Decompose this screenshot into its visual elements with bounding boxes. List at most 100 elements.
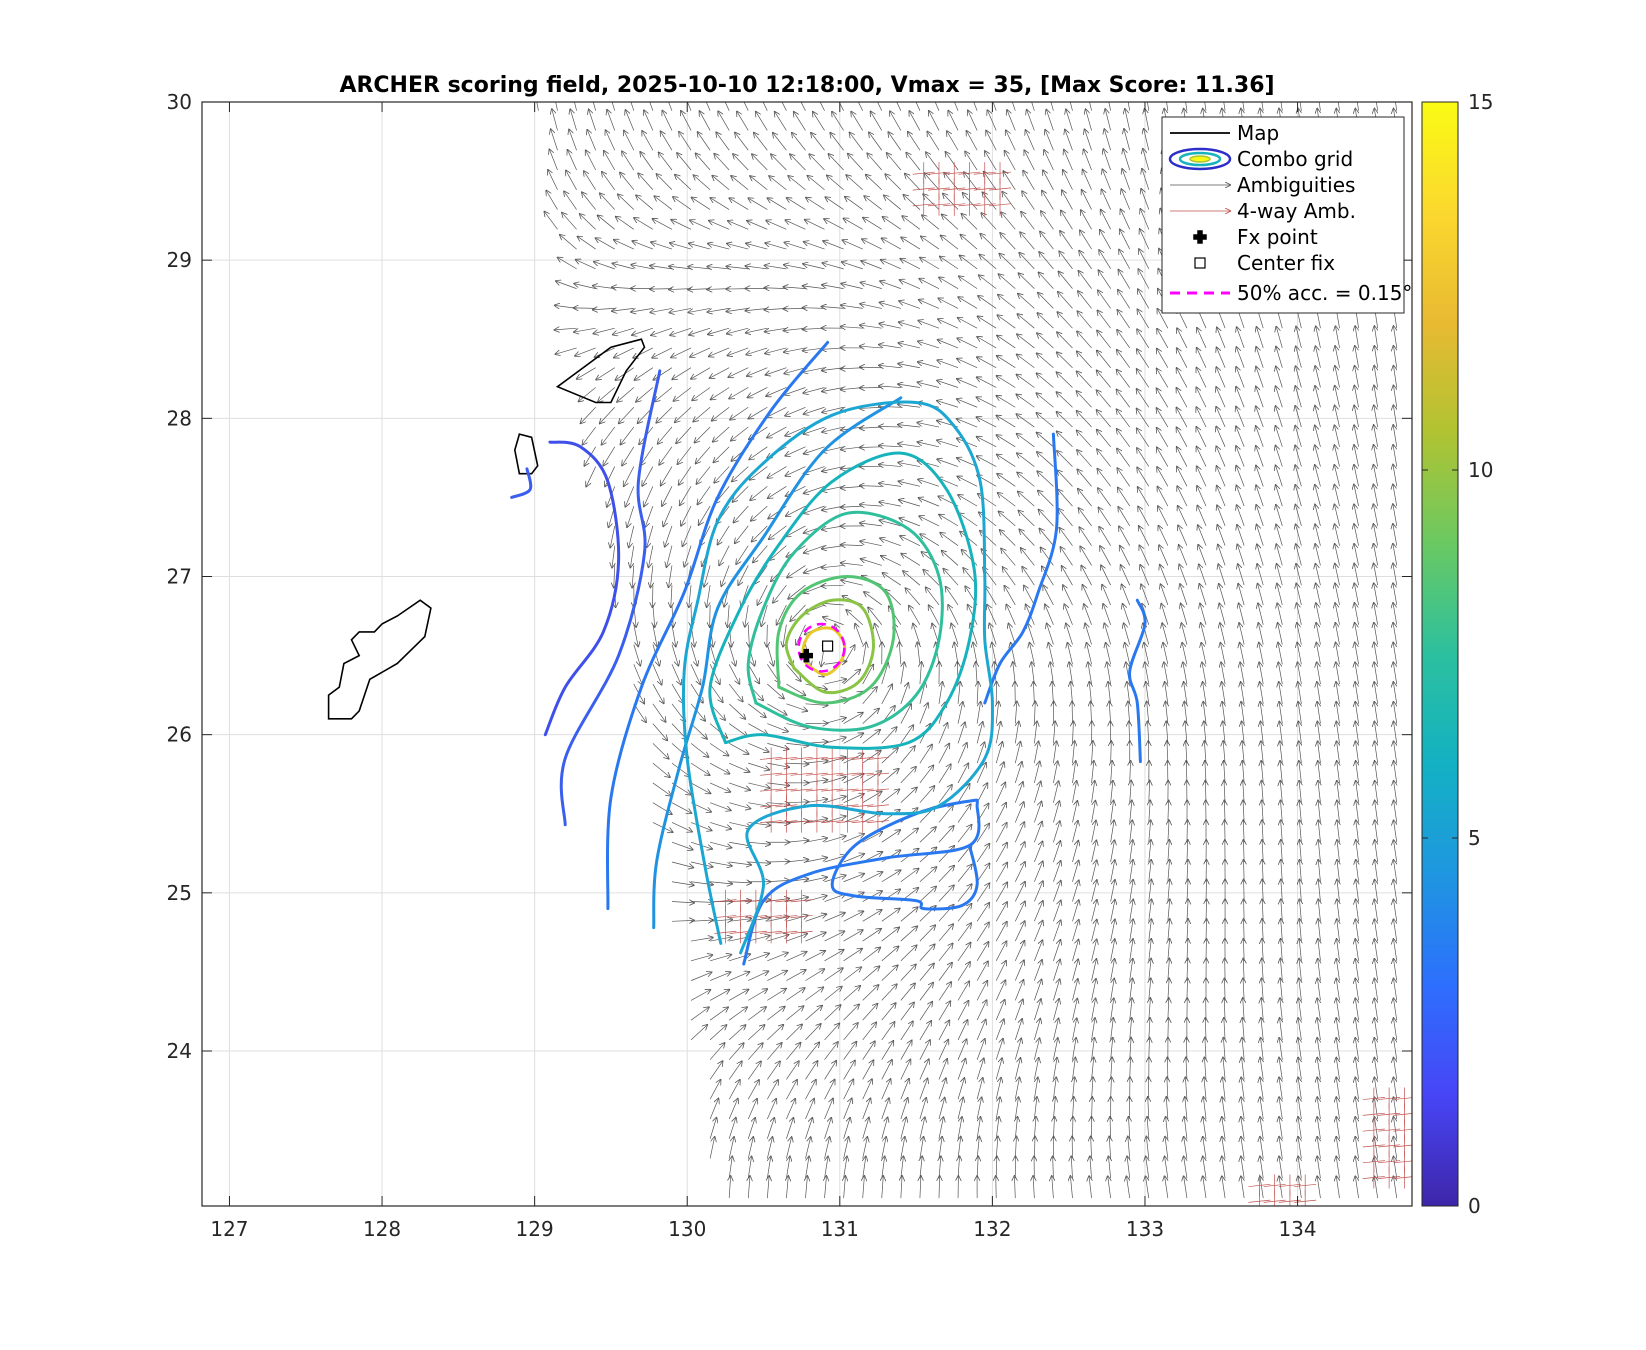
ambiguity-arrow [1336,1018,1339,1040]
ambiguity-arrow [995,902,1007,922]
ambiguity-arrow [1053,999,1059,1021]
ambiguity-arrow [1280,1018,1283,1040]
ambiguity-arrow [919,1079,928,1100]
ambiguity-arrow [824,1024,840,1041]
x-tick-label: 133 [1126,1217,1164,1241]
ambiguity-arrow [1374,979,1377,1001]
ambiguity-arrow [1165,1176,1168,1199]
x-tick-label: 128 [363,1217,401,1241]
ambiguity-arrow [805,1176,807,1199]
ambiguity-arrow [843,874,864,883]
ambiguity-arrow [786,1024,802,1041]
ambiguity-arrow [995,941,1006,962]
ambiguity-arrow [843,967,861,981]
ambiguity-arrow [1130,959,1133,981]
ambiguity-arrow [1091,939,1097,961]
ambiguity-arrow [843,930,863,942]
ambiguity-arrow [1298,1018,1301,1040]
ambiguity-arrow [1374,1058,1377,1080]
ambiguity-arrow [767,1043,781,1060]
ambiguity-arrow [1072,1058,1075,1080]
ambiguity-arrow [1149,880,1152,902]
ambiguity-arrow [900,1098,908,1120]
ambiguity-arrow [1071,1156,1072,1179]
ambiguity-arrow [1072,1097,1073,1120]
ambiguity-arrow [1317,1038,1320,1060]
ambiguity-arrow [1261,1018,1263,1040]
ambiguity-arrow [843,986,861,1001]
ambiguity-arrow [1014,1058,1020,1080]
ambiguity-arrow [1279,1117,1282,1139]
ambiguity-arrow [1184,1157,1187,1179]
ambiguity-arrow [805,1080,815,1100]
ambiguity-arrow [957,1059,965,1080]
ambiguity-arrow [1393,998,1396,1021]
ambiguity-arrow [728,1118,736,1139]
ambiguity-arrow [1336,1038,1339,1060]
ambiguity-arrow [805,1118,812,1139]
ambiguity-arrow [976,942,988,962]
ambiguity-arrow [1034,1019,1040,1041]
ambiguity-arrow [1053,1077,1056,1100]
ambiguity-arrow [709,1080,720,1100]
ambiguity-arrow [1187,919,1188,942]
ambiguity-arrow [1203,1176,1206,1199]
ambiguity-arrow [824,1005,841,1021]
ambiguity-arrow [748,1176,750,1199]
ambiguity-arrow [1130,1038,1131,1060]
ambiguity-arrow [1128,1137,1130,1159]
ambiguity-arrow [1130,998,1132,1021]
ambiguity-arrow [1262,978,1264,1001]
ambiguity-arrow [1222,1097,1225,1120]
ambiguity-arrow [938,885,954,902]
ambiguity-arrow [1129,900,1133,922]
ambiguity-arrow [1110,880,1115,902]
ambiguity-arrow [1149,1038,1150,1060]
legend-label: Combo grid [1237,147,1353,171]
ambiguity-arrow [1336,1137,1339,1159]
ambiguity-arrow [1072,999,1077,1021]
ambiguity-arrow [957,1001,968,1021]
ambiguity-arrow [1166,1097,1168,1120]
ambiguity-arrow [881,1079,891,1100]
ambiguity-arrow [1374,1176,1377,1199]
ambiguity-arrow [767,1099,776,1120]
ambiguity-arrow [1091,959,1097,981]
ambiguity-arrow [767,1007,784,1021]
ambiguity-arrow [1317,1137,1320,1159]
ambiguity-arrow [881,1098,889,1120]
ambiguity-arrow [710,955,731,962]
ambiguity-arrow [805,932,825,942]
ambiguity-arrow [1147,1117,1149,1139]
ambiguity-arrow [1298,1157,1301,1179]
ambiguity-arrow [1298,1058,1301,1080]
ambiguity-arrow [900,926,917,942]
ambiguity-arrow [1260,1097,1263,1120]
ambiguity-arrow [1281,899,1283,922]
colorbar-tick-label: 10 [1468,458,1493,482]
ambiguity-arrow [958,1156,959,1179]
ambiguity-arrow [1242,1018,1244,1040]
ambiguity-arrow [1091,1018,1095,1040]
ambiguity-arrow [1260,1117,1263,1139]
ambiguity-arrow [1336,1176,1339,1199]
ambiguity-arrow [1393,1157,1396,1179]
ambiguity-arrow [710,882,732,884]
ambiguity-arrow [1241,1097,1244,1120]
ambiguity-arrow [957,981,969,1001]
ambiguity-arrow [1222,1117,1225,1139]
ambiguity-arrow [805,914,826,922]
ambiguity-arrow [748,989,767,1001]
ambiguity-arrow [1374,939,1377,961]
ambiguity-arrow [1298,1077,1301,1100]
ambiguity-arrow [977,1137,979,1159]
ambiguity-arrow [1223,1058,1225,1080]
ambiguity-arrow [1393,1077,1396,1100]
ambiguity-arrow [805,1061,817,1080]
ambiguity-arrow [728,1080,740,1100]
ambiguity-arrow [1053,1097,1055,1120]
ambiguity-arrow [805,1157,809,1179]
ambiguity-arrow [976,1078,983,1100]
ambiguity-arrow [1337,899,1340,922]
ambiguity-arrow [1260,1077,1263,1100]
